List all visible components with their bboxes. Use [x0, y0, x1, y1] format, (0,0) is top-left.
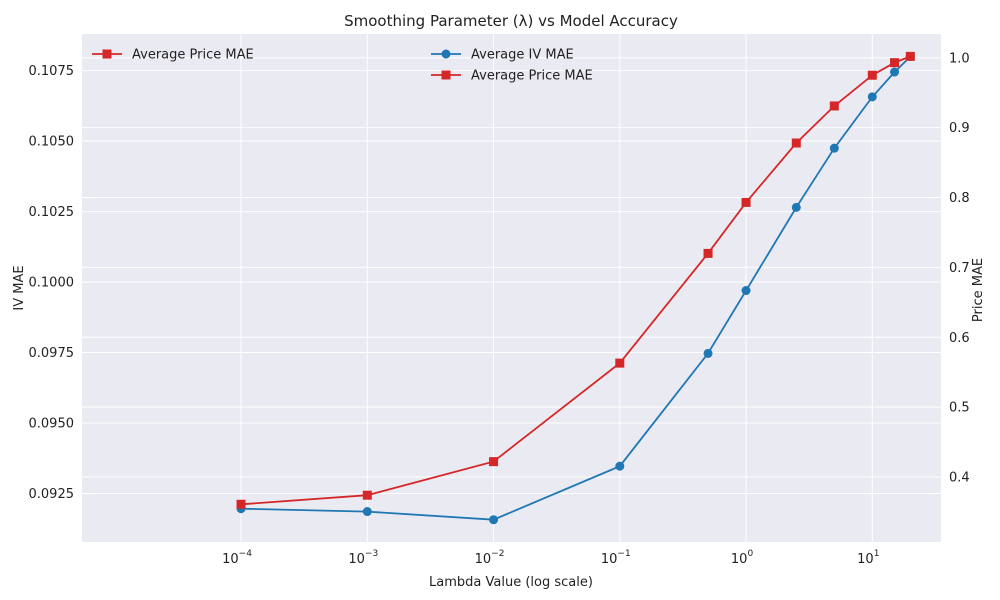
- x-tick-label: 100: [731, 549, 754, 567]
- data-point: [829, 143, 839, 153]
- data-point: [890, 58, 900, 68]
- y-left-axis-label: IV MAE: [12, 265, 27, 310]
- legend-label: Average Price MAE: [471, 69, 593, 84]
- data-point: [615, 461, 625, 471]
- legend-label: Average Price MAE: [132, 48, 254, 63]
- data-point: [489, 457, 499, 467]
- data-point: [362, 507, 372, 517]
- y-right-tick-label: 0.4: [949, 471, 970, 486]
- data-point: [905, 51, 915, 61]
- plot-background: [82, 34, 941, 542]
- data-point: [236, 499, 246, 509]
- data-point: [615, 358, 625, 368]
- data-point: [829, 101, 839, 111]
- data-point: [703, 348, 713, 358]
- legend-label: Average IV MAE: [471, 48, 574, 63]
- data-point: [362, 490, 372, 500]
- x-axis-label: Lambda Value (log scale): [429, 575, 593, 590]
- x-tick-label: 10−4: [222, 549, 252, 567]
- y-right-tick-label: 0.9: [949, 121, 970, 136]
- data-point: [791, 202, 801, 212]
- y-left-tick-label: 0.0950: [29, 417, 75, 432]
- data-point: [890, 67, 900, 77]
- data-point: [741, 286, 751, 296]
- y-left-tick-label: 0.1025: [29, 205, 75, 220]
- chart-title: Smoothing Parameter (λ) vs Model Accurac…: [344, 12, 678, 30]
- y-right-tick-label: 0.7: [949, 261, 970, 276]
- data-point: [867, 92, 877, 102]
- data-point: [741, 197, 751, 207]
- legend-marker: [441, 70, 451, 80]
- legend-marker: [102, 49, 112, 59]
- legend-marker: [441, 49, 451, 59]
- data-point: [867, 70, 877, 80]
- x-tick-label: 10−3: [348, 549, 378, 567]
- y-right-tick-label: 0.5: [949, 401, 970, 416]
- x-tick-label: 10−1: [601, 549, 631, 567]
- y-right-tick-label: 1.0: [949, 51, 970, 66]
- x-tick-label: 101: [857, 549, 879, 567]
- y-right-tick-label: 0.6: [949, 331, 970, 346]
- y-right-tick-label: 0.8: [949, 191, 970, 206]
- x-tick-label: 10−2: [475, 549, 505, 567]
- data-point: [489, 515, 499, 525]
- data-point: [703, 248, 713, 258]
- y-left-tick-label: 0.1000: [29, 276, 75, 291]
- y-left-tick-label: 0.1075: [29, 64, 75, 79]
- y-left-tick-label: 0.1050: [29, 135, 75, 150]
- y-left-tick-label: 0.0925: [29, 487, 75, 502]
- data-point: [791, 138, 801, 148]
- y-right-axis-label: Price MAE: [971, 258, 986, 322]
- y-left-tick-label: 0.0975: [29, 346, 75, 361]
